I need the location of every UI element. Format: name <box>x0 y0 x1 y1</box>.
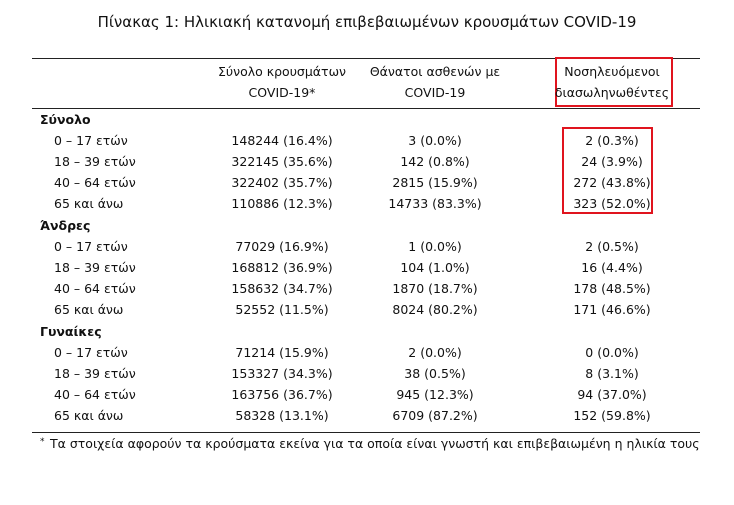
row-label: 0 – 17 ετών <box>54 345 128 360</box>
footnote: Τα στοιχεία αφορούν τα κρούσματα εκείνα … <box>50 436 700 451</box>
cell: 142 (0.8%) <box>400 154 470 169</box>
row-label: 40 – 64 ετών <box>54 281 136 296</box>
highlight-box <box>555 57 673 107</box>
cell: 94 (37.0%) <box>577 387 647 402</box>
cell: 77029 (16.9%) <box>235 239 329 254</box>
group-label: Σύνολο <box>40 112 91 127</box>
row-label: 65 και άνω <box>54 408 124 423</box>
cell: 3 (0.0%) <box>408 133 462 148</box>
column-header: COVID-19 <box>404 85 466 100</box>
top-rule <box>32 58 700 59</box>
title: Πίνακας 1: Ηλικιακή κατανομή επιβεβαιωμέ… <box>97 13 637 31</box>
cell: 1 (0.0%) <box>408 239 462 254</box>
footnote-marker: * <box>40 437 45 447</box>
cell: 38 (0.5%) <box>404 366 466 381</box>
cell: 171 (46.6%) <box>573 302 651 317</box>
row-label: 0 – 17 ετών <box>54 239 128 254</box>
cell: 8024 (80.2%) <box>392 302 478 317</box>
group-label: Γυναίκες <box>40 324 102 339</box>
cell: 163756 (36.7%) <box>231 387 333 402</box>
header-rule <box>32 108 700 109</box>
column-header: COVID-19* <box>248 85 316 100</box>
cell: 148244 (16.4%) <box>231 133 333 148</box>
cell: 152 (59.8%) <box>573 408 651 423</box>
cell: 24 (3.9%) <box>581 154 643 169</box>
cell: 110886 (12.3%) <box>231 196 333 211</box>
cell: 52552 (11.5%) <box>235 302 329 317</box>
column-header: Θάνατοι ασθενών με <box>369 64 501 79</box>
cell: 0 (0.0%) <box>585 345 639 360</box>
highlight-box <box>562 127 653 214</box>
row-label: 0 – 17 ετών <box>54 133 128 148</box>
cell: 178 (48.5%) <box>573 281 651 296</box>
cell: 323 (52.0%) <box>573 196 651 211</box>
cell: 2 (0.3%) <box>585 133 639 148</box>
column-header: Σύνολο κρουσμάτων <box>217 64 347 79</box>
cell: 104 (1.0%) <box>400 260 470 275</box>
cell: 158632 (34.7%) <box>231 281 333 296</box>
row-label: 18 – 39 ετών <box>54 260 136 275</box>
cell: 945 (12.3%) <box>396 387 474 402</box>
cell: 322145 (35.6%) <box>231 154 333 169</box>
cell: 2 (0.0%) <box>408 345 462 360</box>
cell: 2815 (15.9%) <box>392 175 478 190</box>
cell: 8 (3.1%) <box>585 366 639 381</box>
group-label: Άνδρες <box>40 218 91 233</box>
cell: 58328 (13.1%) <box>235 408 329 423</box>
column-header: διασωληνωθέντες <box>554 85 670 100</box>
row-label: 18 – 39 ετών <box>54 154 136 169</box>
cell: 153327 (34.3%) <box>231 366 333 381</box>
bottom-rule <box>32 432 700 433</box>
row-label: 65 και άνω <box>54 302 124 317</box>
cell: 272 (43.8%) <box>573 175 651 190</box>
column-header: Νοσηλευόμενοι <box>564 64 660 79</box>
row-label: 18 – 39 ετών <box>54 366 136 381</box>
cell: 14733 (83.3%) <box>388 196 482 211</box>
cell: 1870 (18.7%) <box>392 281 478 296</box>
row-label: 40 – 64 ετών <box>54 175 136 190</box>
cell: 2 (0.5%) <box>585 239 639 254</box>
row-label: 40 – 64 ετών <box>54 387 136 402</box>
cell: 6709 (87.2%) <box>392 408 478 423</box>
cell: 16 (4.4%) <box>581 260 643 275</box>
cell: 168812 (36.9%) <box>231 260 333 275</box>
cell: 322402 (35.7%) <box>231 175 333 190</box>
row-label: 65 και άνω <box>54 196 124 211</box>
cell: 71214 (15.9%) <box>235 345 329 360</box>
